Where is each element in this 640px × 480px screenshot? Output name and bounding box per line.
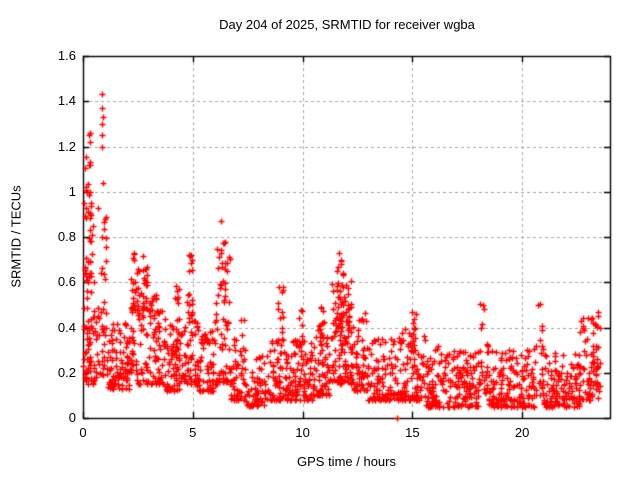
x-tick-label: 20 [514, 425, 530, 440]
x-tick-label: 0 [79, 425, 87, 440]
y-tick-label: 1 [68, 183, 76, 199]
x-tick-label: 15 [405, 425, 420, 440]
x-axis-label: GPS time / hours [297, 454, 396, 469]
y-tick-label: 0.4 [57, 319, 76, 335]
y-tick-label: 0.6 [57, 274, 76, 290]
y-tick-label: 0.8 [57, 229, 76, 244]
x-tick-label: 10 [295, 425, 310, 440]
chart-title: Day 204 of 2025, SRMTID for receiver wgb… [219, 17, 475, 32]
x-tick-label: 5 [189, 425, 197, 440]
y-tick-label: 1.2 [57, 138, 76, 154]
y-tick-label: 1.6 [57, 48, 76, 63]
y-tick-label: 0.2 [57, 364, 76, 380]
y-tick-label: 0 [68, 410, 76, 425]
y-tick-label: 1.4 [57, 93, 76, 109]
